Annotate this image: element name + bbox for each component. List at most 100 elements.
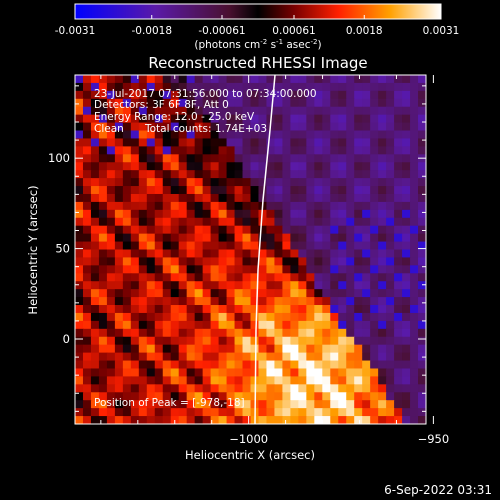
heatmap-cell	[75, 297, 84, 306]
heatmap-cell	[162, 416, 172, 424]
heatmap-cell	[178, 241, 188, 251]
heatmap-cell	[322, 106, 331, 116]
heatmap-cell	[234, 82, 244, 92]
heatmap-cell	[162, 114, 172, 124]
heatmap-cell	[378, 106, 387, 116]
heatmap-cell	[75, 162, 84, 171]
heatmap-cell	[266, 273, 276, 282]
heatmap-cell	[170, 297, 180, 306]
heatmap-cell	[218, 146, 228, 155]
heatmap-cell	[410, 90, 419, 100]
heatmap-cell	[378, 154, 387, 163]
heatmap-cell	[162, 249, 172, 259]
heatmap-cell	[106, 320, 116, 330]
heatmap-cell	[106, 281, 116, 290]
heatmap-cell	[146, 201, 156, 211]
heatmap-cell	[114, 376, 124, 385]
heatmap-cell	[82, 201, 92, 211]
plot-frame	[74, 74, 427, 425]
heatmap-cell	[170, 114, 180, 124]
heatmap-cell	[378, 178, 387, 187]
heatmap-cell	[410, 336, 419, 346]
heatmap-cell	[354, 281, 363, 290]
heatmap-cell	[98, 384, 108, 393]
heatmap-cell	[394, 273, 403, 282]
heatmap-cell	[138, 416, 148, 424]
heatmap-cell	[362, 75, 371, 84]
heatmap-cell	[266, 400, 276, 409]
heatmap-cell	[410, 297, 419, 306]
heatmap-cell	[250, 320, 260, 330]
heatmap-cell	[402, 368, 411, 378]
heatmap-cell	[402, 82, 411, 92]
heatmap-cell	[226, 162, 236, 171]
heatmap-cell	[234, 297, 244, 306]
heatmap-cell	[386, 106, 395, 116]
heatmap-cell	[394, 98, 403, 108]
heatmap-cell	[330, 162, 339, 171]
heatmap-cell	[106, 233, 116, 243]
heatmap-cell	[274, 360, 284, 370]
heatmap-cell	[402, 408, 411, 417]
heatmap-cell	[362, 106, 371, 116]
heatmap-cell	[162, 360, 172, 370]
heatmap-cell	[378, 265, 387, 274]
heatmap-cell	[314, 336, 323, 346]
heatmap-cell	[338, 106, 347, 116]
heatmap-cell	[154, 106, 164, 116]
heatmap-cell	[202, 376, 212, 385]
heatmap-cell	[274, 241, 284, 251]
heatmap-cell	[114, 225, 124, 235]
heatmap-cell	[90, 392, 100, 401]
heatmap-cell	[402, 265, 411, 274]
heatmap-cell	[338, 265, 347, 274]
heatmap-cell	[75, 320, 84, 330]
heatmap-cell	[274, 384, 284, 393]
heatmap-cell	[354, 249, 363, 259]
heatmap-cell	[370, 233, 379, 243]
heatmap-cell	[258, 297, 268, 306]
heatmap-cell	[258, 233, 268, 243]
heatmap-cell	[162, 368, 172, 378]
heatmap-cell	[186, 305, 196, 314]
heatmap-cell	[75, 233, 84, 243]
heatmap-cell	[338, 352, 347, 362]
heatmap-cell	[338, 98, 347, 108]
heatmap-cell	[322, 289, 331, 298]
heatmap-cell	[290, 146, 299, 155]
heatmap-cell	[258, 328, 268, 338]
heatmap-cell	[162, 146, 172, 155]
heatmap-cell	[122, 90, 132, 100]
heatmap-cell	[394, 368, 403, 378]
heatmap-cell	[226, 376, 236, 385]
heatmap-cell	[274, 400, 284, 409]
heatmap-cell	[402, 376, 411, 385]
heatmap-cell	[75, 98, 84, 108]
heatmap-cell	[290, 138, 299, 147]
heatmap-cell	[282, 257, 291, 266]
heatmap-cell	[306, 209, 315, 219]
heatmap-cell	[418, 114, 426, 124]
heatmap-cell	[354, 233, 363, 243]
heatmap-cell	[290, 82, 299, 92]
heatmap-cell	[218, 344, 228, 354]
heatmap-cell	[394, 233, 403, 243]
heatmap-cell	[218, 130, 228, 140]
heatmap-cell	[362, 408, 371, 417]
axis-ticks: −1000−950−900050100	[48, 75, 449, 446]
heatmap-cell	[106, 249, 116, 259]
heatmap-cell	[90, 281, 100, 290]
heatmap-cell	[370, 106, 379, 116]
heatmap-cell	[242, 241, 252, 251]
heatmap-cell	[418, 273, 426, 282]
heatmap-cell	[306, 376, 315, 385]
heatmap-cell	[130, 233, 140, 243]
heatmap-cell	[298, 297, 307, 306]
heatmap-cell	[114, 360, 124, 370]
heatmap-cell	[75, 281, 84, 290]
heatmap-cell	[250, 305, 260, 314]
heatmap-cell	[106, 114, 116, 124]
heatmap-cell	[75, 201, 84, 211]
heatmap-cell	[146, 416, 156, 424]
heatmap-cell	[370, 336, 379, 346]
